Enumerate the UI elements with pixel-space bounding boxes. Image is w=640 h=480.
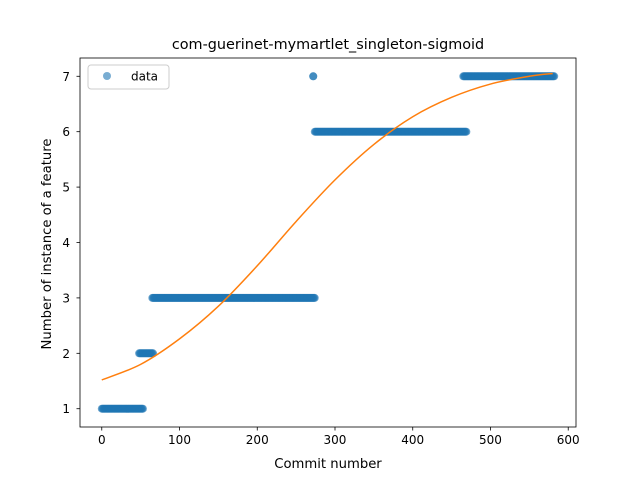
data-segment-2 — [148, 293, 319, 302]
data-segment-1 — [135, 349, 158, 358]
data-segment-0 — [97, 404, 147, 413]
y-tick-label: 3 — [62, 291, 70, 305]
x-tick-label: 400 — [401, 433, 424, 447]
y-tick-label: 5 — [62, 181, 70, 195]
y-tick-label: 4 — [62, 236, 70, 250]
legend-label: data — [131, 70, 158, 84]
y-tick-label: 2 — [62, 347, 70, 361]
x-tick-label: 500 — [479, 433, 502, 447]
data-segment-3 — [309, 72, 318, 81]
x-tick-label: 600 — [557, 433, 580, 447]
plot-background — [80, 58, 576, 427]
data-point — [309, 72, 318, 81]
y-tick-label: 1 — [62, 402, 70, 416]
series-layer — [97, 72, 559, 413]
data-point — [138, 404, 147, 413]
x-tick-label: 200 — [246, 433, 269, 447]
x-tick-label: 300 — [324, 433, 347, 447]
x-tick-label: 100 — [168, 433, 191, 447]
y-axis-label: Number of instance of a feature — [40, 139, 55, 350]
plot-area — [80, 58, 576, 427]
y-tick-label: 6 — [62, 125, 70, 139]
data-point — [310, 293, 319, 302]
chart-title: com-guerinet-mymartlet_singleton-sigmoid — [172, 37, 484, 53]
data-segment-5 — [459, 72, 559, 81]
data-point — [462, 127, 471, 136]
x-axis-label: Commit number — [274, 457, 382, 472]
data-segment-4 — [310, 127, 471, 136]
fit-line — [101, 72, 553, 381]
tick-layer: 0 100 200 300 400 500 600 1 2 3 4 5 6 7 — [62, 70, 579, 447]
y-tick-label: 7 — [62, 70, 70, 84]
x-tick-label: 0 — [98, 433, 106, 447]
legend-marker — [103, 72, 111, 80]
legend-box — [87, 64, 170, 90]
legend: data — [87, 64, 170, 90]
